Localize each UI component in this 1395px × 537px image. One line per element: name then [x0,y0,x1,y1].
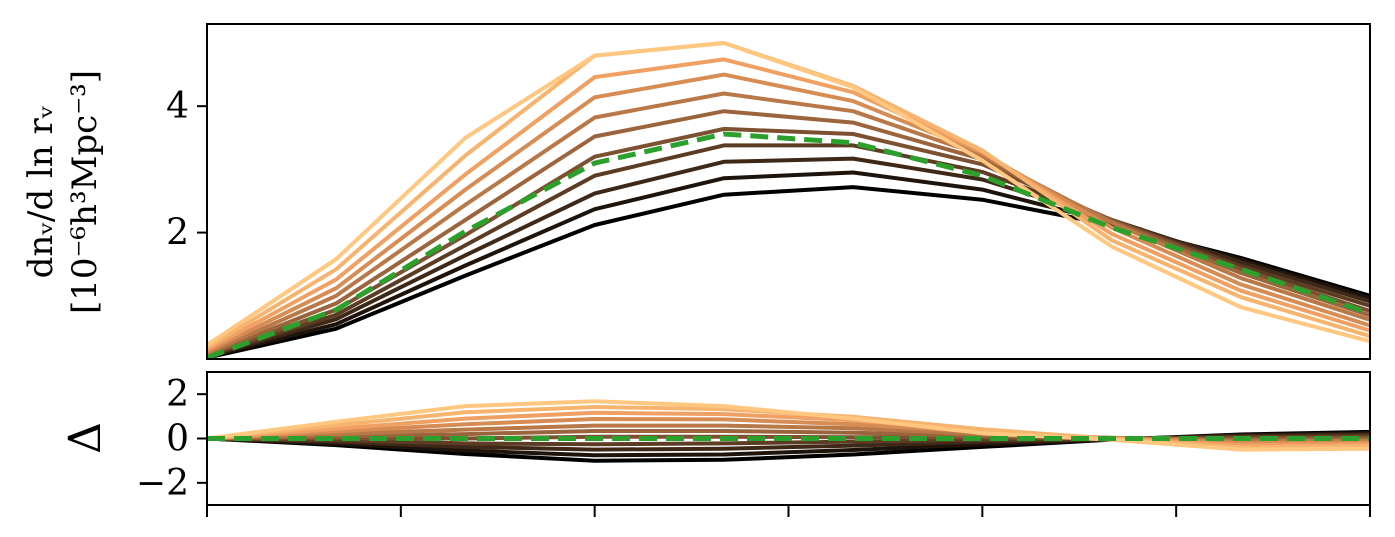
top-series-line-10 [205,41,1371,347]
bottom-series-line-10 [206,399,1371,452]
top-series-line-5 [206,109,1371,357]
top-series-line-8 [206,57,1371,352]
bottom-ytick-label-0: −2 [136,463,189,504]
bottom-panel: −202 Δ [60,371,1371,517]
bottom-series-lines [206,399,1371,463]
top-y-ticks: 24 [166,86,207,254]
top-ylabel-line1: dnᵥ/d ln rᵥ [21,105,61,278]
bottom-x-ticks [206,505,1371,517]
bottom-ylabel: Δ [60,422,111,454]
bottom-y-ticks: −202 [136,374,207,504]
top-axes-frame [206,23,1371,360]
bottom-ytick-label-2: 2 [166,374,189,415]
top-ytick-label-1: 4 [166,86,189,127]
top-reference-dashed-line [206,131,1371,361]
top-panel: 24 dnᵥ/d ln rᵥ [10⁻⁶h³Mpc⁻³] [21,23,1371,361]
top-ytick-label-0: 2 [166,213,189,254]
top-series-lines [205,41,1371,361]
top-series-line-4 [206,126,1371,358]
top-series-line-7 [206,72,1371,354]
top-y-axis-label: dnᵥ/d ln rᵥ [10⁻⁶h³Mpc⁻³] [21,70,105,314]
top-ylabel-line2: [10⁻⁶h³Mpc⁻³] [65,70,105,314]
bottom-ytick-label-1: 0 [166,419,189,460]
